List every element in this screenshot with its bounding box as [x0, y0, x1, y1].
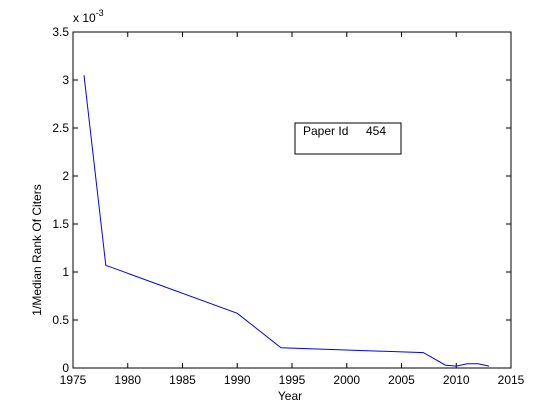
x-tick-label: 2005 [388, 373, 415, 387]
y-axis-ticks: 0 0.5 1 1.5 2 2.5 3 3.5 [52, 25, 511, 375]
series-line [83, 75, 490, 367]
y-tick-label: 0 [62, 361, 69, 375]
x-axis-label: Year [278, 389, 302, 403]
series-layer [83, 75, 490, 367]
y-axis-exponent-base: x 10 [73, 11, 96, 25]
y-axis-label: 1/Median Rank Of Citers [30, 184, 44, 315]
x-axis-ticks: 1975 1980 1985 1990 1995 2000 2005 2010 2015 [60, 32, 525, 387]
y-tick-label: 2 [62, 169, 69, 183]
y-tick-label: 2.5 [52, 121, 69, 135]
y-axis-exponent: x 10-3 [73, 8, 104, 25]
x-tick-label: 2015 [498, 373, 525, 387]
y-tick-label: 0.5 [52, 313, 69, 327]
annotation-box: Paper Id 454 [294, 122, 402, 155]
x-tick-label: 1990 [224, 373, 251, 387]
annotation-box-frame [294, 122, 402, 155]
annotation-label: Paper Id [303, 124, 348, 138]
y-tick-label: 1 [62, 265, 69, 279]
annotation-value: 454 [366, 124, 386, 138]
x-tick-label: 1980 [114, 373, 141, 387]
x-tick-label: 1995 [279, 373, 306, 387]
y-tick-label: 1.5 [52, 217, 69, 231]
plot-area-frame [72, 31, 512, 369]
x-tick-label: 2000 [333, 373, 360, 387]
y-tick-label: 3.5 [52, 25, 69, 39]
y-tick-label: 3 [62, 73, 69, 87]
x-tick-label: 2010 [443, 373, 470, 387]
x-tick-label: 1975 [60, 373, 87, 387]
x-tick-label: 1985 [169, 373, 196, 387]
y-axis-exponent-power: -3 [96, 8, 104, 18]
